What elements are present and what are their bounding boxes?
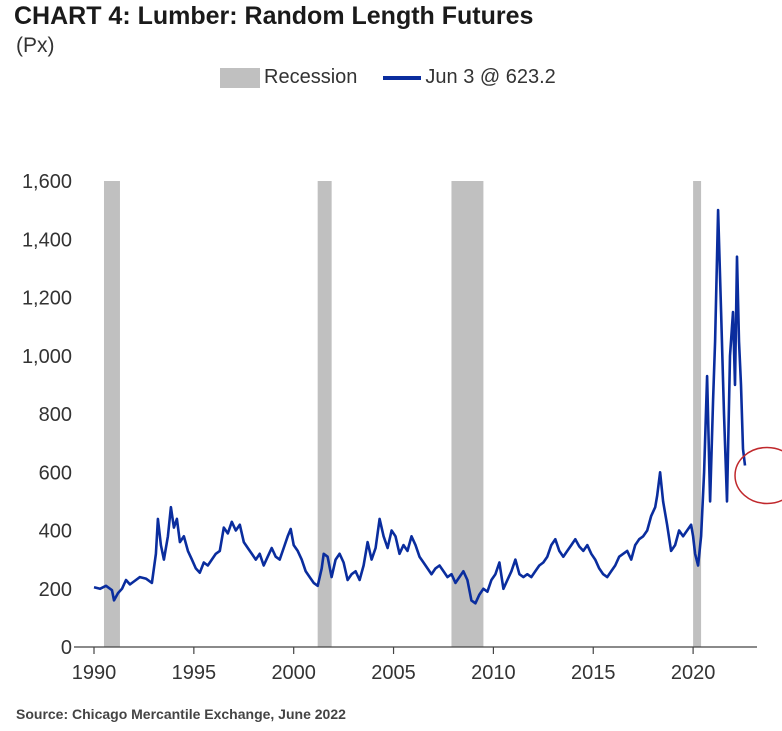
legend-item-series: Jun 3 @ 623.2 (383, 66, 556, 89)
legend-item-recession: Recession (220, 66, 357, 89)
y-tick-label: 1,000 (22, 346, 72, 368)
y-tick-label: 800 (39, 404, 72, 426)
x-tick-label: 2010 (471, 662, 516, 684)
series-line-0 (93, 208, 747, 605)
y-tick-label: 0 (61, 637, 72, 659)
x-tick-label: 1990 (72, 662, 117, 684)
legend-label-series: Jun 3 @ 623.2 (425, 66, 556, 88)
y-tick-label: 200 (39, 579, 72, 601)
legend: Recession Jun 3 @ 623.2 (220, 66, 582, 89)
legend-label-recession: Recession (264, 66, 358, 88)
x-tick-label: 2005 (371, 662, 416, 684)
annotations (734, 446, 782, 505)
x-tick-label: 2000 (271, 662, 316, 684)
x-tick-label: 2015 (571, 662, 616, 684)
recession-band-0 (103, 181, 120, 647)
chart-title: CHART 4: Lumber: Random Length Futures (14, 2, 534, 30)
y-tick-label: 1,600 (22, 171, 72, 193)
series-swatch (383, 75, 422, 80)
y-tick-label: 1,400 (22, 229, 72, 251)
x-tick-label: 1995 (172, 662, 217, 684)
series-layer (93, 208, 747, 605)
recession-swatch (220, 67, 260, 88)
latest-value-highlight (734, 446, 782, 505)
y-tick-label: 600 (39, 462, 72, 484)
axes: 0 200 400 600 800 1,000 1,200 1,400 1,600 1990 199… (22, 171, 757, 684)
y-tick-label: 400 (39, 521, 72, 543)
chart-subtitle: (Px) (16, 34, 55, 57)
x-tick-label: 2020 (671, 662, 716, 684)
recession-band-1 (317, 181, 332, 647)
recession-band-3 (693, 181, 702, 647)
recession-bands (103, 181, 702, 647)
source-note: Source: Chicago Mercantile Exchange, Jun… (16, 706, 346, 722)
recession-band-2 (451, 181, 484, 647)
y-tick-label: 1,200 (22, 288, 72, 310)
